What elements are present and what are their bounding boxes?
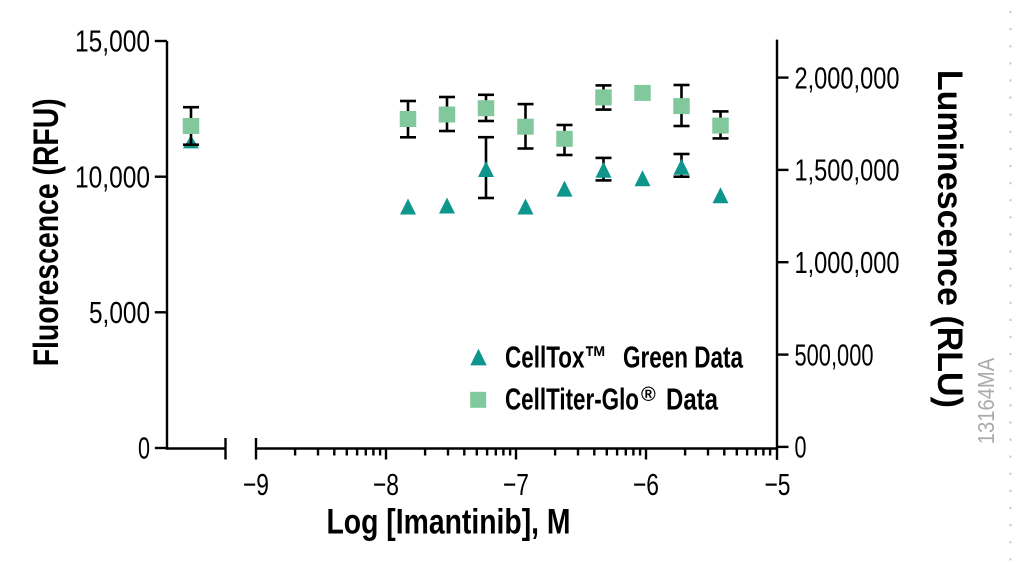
svg-text:10,000: 10,000	[75, 159, 150, 194]
svg-text:5,000: 5,000	[89, 295, 150, 330]
svg-text:2,000,000: 2,000,000	[795, 60, 900, 95]
svg-text:−6: −6	[633, 467, 659, 502]
svg-text:0: 0	[795, 430, 807, 465]
svg-text:1,500,000: 1,500,000	[795, 153, 900, 188]
svg-text:Green Data: Green Data	[623, 340, 744, 375]
svg-text:−7: −7	[503, 467, 529, 502]
svg-text:1,000,000: 1,000,000	[795, 245, 900, 280]
svg-text:Data: Data	[666, 382, 719, 417]
svg-text:−8: −8	[373, 467, 399, 502]
svg-text:®: ®	[641, 384, 656, 406]
svg-text:CellTiter-Glo: CellTiter-Glo	[505, 382, 639, 417]
svg-text:−5: −5	[765, 467, 791, 502]
svg-text:Fluorescence (RFU): Fluorescence (RFU)	[27, 98, 66, 366]
svg-text:Luminescence (RLU): Luminescence (RLU)	[930, 70, 969, 408]
svg-text:−9: −9	[243, 467, 269, 502]
svg-text:Log [Imantinib], M: Log [Imantinib], M	[327, 503, 571, 542]
svg-text:500,000: 500,000	[795, 337, 874, 372]
svg-text:13164MA: 13164MA	[973, 357, 999, 444]
svg-text:15,000: 15,000	[75, 24, 150, 59]
svg-text:CellTox™: CellTox™	[505, 340, 607, 375]
svg-text:0: 0	[138, 431, 150, 466]
